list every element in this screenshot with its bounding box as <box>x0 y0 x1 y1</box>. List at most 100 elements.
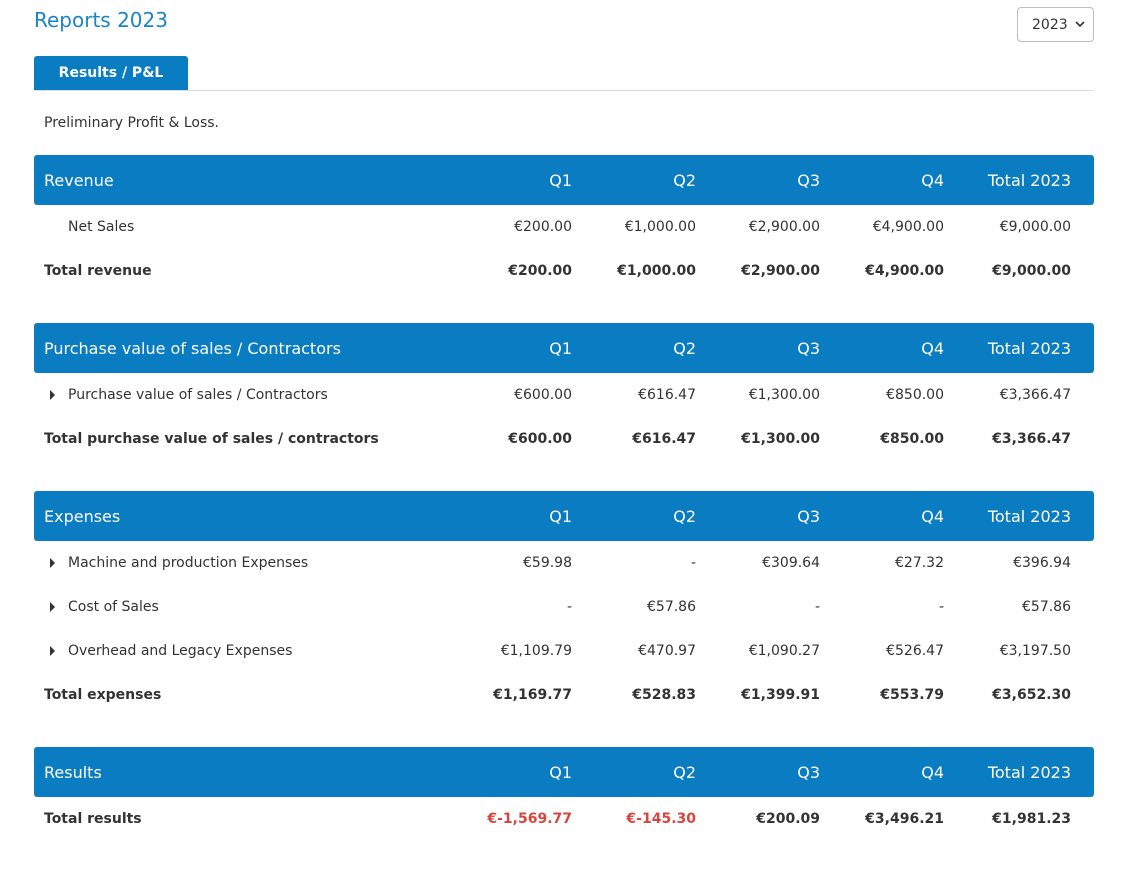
cell-q2: €616.47 <box>632 431 696 447</box>
col-q2: Q2 <box>673 762 696 782</box>
cell-total: €1,981.23 <box>992 811 1071 827</box>
col-q4: Q4 <box>921 170 944 190</box>
total-row: Total purchase value of sales / contract… <box>34 417 1094 461</box>
col-q1: Q1 <box>549 506 572 526</box>
report-subtitle: Preliminary Profit & Loss. <box>44 115 219 131</box>
total-row: Total revenue €200.00 €1,000.00 €2,900.0… <box>34 249 1094 293</box>
col-q2: Q2 <box>673 170 696 190</box>
tab-results-pl[interactable]: Results / P&L <box>34 56 188 90</box>
cell-total: €9,000.00 <box>999 219 1071 235</box>
year-select-value: 2023 <box>1032 16 1068 33</box>
cell-q2: €528.83 <box>632 687 696 703</box>
cell-q3: €1,300.00 <box>741 431 820 447</box>
cell-q4: €3,496.21 <box>865 811 944 827</box>
row-label-cell[interactable]: Cost of Sales <box>34 599 448 615</box>
cell-q3: - <box>814 599 820 615</box>
col-total: Total 2023 <box>987 338 1071 358</box>
cell-q1-negative: €-1,569.77 <box>487 811 572 827</box>
cell-q1: €1,169.77 <box>493 687 572 703</box>
year-select[interactable]: 2023 <box>1017 7 1094 42</box>
col-q3: Q3 <box>797 338 820 358</box>
cell-q2-negative: €-145.30 <box>626 811 696 827</box>
cell-q2: - <box>690 555 696 571</box>
cell-q1: - <box>566 599 572 615</box>
table-row[interactable]: Purchase value of sales / Contractors €6… <box>34 373 1094 417</box>
expenses-section: Expenses Q1 Q2 Q3 Q4 Total 2023 Machine … <box>34 491 1094 717</box>
col-total: Total 2023 <box>987 506 1071 526</box>
cell-total: €3,197.50 <box>999 643 1071 659</box>
col-q4: Q4 <box>921 338 944 358</box>
section-title: Expenses <box>44 506 121 526</box>
row-label: Total purchase value of sales / contract… <box>44 431 379 447</box>
cell-q4: €27.32 <box>895 555 944 571</box>
row-label: Total expenses <box>44 687 162 703</box>
cell-q3: €1,300.00 <box>748 387 820 403</box>
col-total: Total 2023 <box>987 170 1071 190</box>
cell-q2: €57.86 <box>647 599 696 615</box>
table-row[interactable]: Cost of Sales - €57.86 - - €57.86 <box>34 585 1094 629</box>
purchase-section: Purchase value of sales / Contractors Q1… <box>34 323 1094 461</box>
col-q3: Q3 <box>797 170 820 190</box>
caret-right-icon[interactable] <box>50 558 55 568</box>
chevron-down-icon <box>1075 21 1085 28</box>
col-q3: Q3 <box>797 762 820 782</box>
row-label: Total results <box>44 811 142 827</box>
cell-q1: €59.98 <box>523 555 572 571</box>
cell-total: €3,652.30 <box>992 687 1071 703</box>
page-title: Reports 2023 <box>34 8 168 32</box>
caret-right-icon[interactable] <box>50 390 55 400</box>
row-label: Overhead and Legacy Expenses <box>68 643 293 659</box>
tab-bar: Results / P&L <box>34 56 1094 91</box>
cell-q4: €526.47 <box>886 643 944 659</box>
cell-q2: €1,000.00 <box>624 219 696 235</box>
cell-total: €9,000.00 <box>992 263 1071 279</box>
caret-right-icon[interactable] <box>50 602 55 612</box>
cell-q4: €553.79 <box>880 687 944 703</box>
cell-q2: €616.47 <box>638 387 696 403</box>
row-label-cell[interactable]: Machine and production Expenses <box>34 555 448 571</box>
cell-total: €57.86 <box>1022 599 1071 615</box>
row-label: Net Sales <box>68 219 135 235</box>
cell-q1: €600.00 <box>508 431 572 447</box>
row-label-cell[interactable]: Overhead and Legacy Expenses <box>34 643 448 659</box>
cell-q3: €309.64 <box>762 555 820 571</box>
cell-q3: €1,090.27 <box>748 643 820 659</box>
cell-q3: €2,900.00 <box>748 219 820 235</box>
section-title: Purchase value of sales / Contractors <box>44 338 341 358</box>
cell-q3: €1,399.91 <box>741 687 820 703</box>
col-q2: Q2 <box>673 338 696 358</box>
row-label: Purchase value of sales / Contractors <box>68 387 328 403</box>
cell-total: €3,366.47 <box>992 431 1071 447</box>
table-row[interactable]: Overhead and Legacy Expenses €1,109.79 €… <box>34 629 1094 673</box>
col-q4: Q4 <box>921 762 944 782</box>
col-q3: Q3 <box>797 506 820 526</box>
col-q1: Q1 <box>549 170 572 190</box>
cell-q4: €4,900.00 <box>872 219 944 235</box>
table-row[interactable]: Machine and production Expenses €59.98 -… <box>34 541 1094 585</box>
cell-q1: €600.00 <box>514 387 572 403</box>
cell-q4: €850.00 <box>880 431 944 447</box>
col-q1: Q1 <box>549 762 572 782</box>
caret-right-icon[interactable] <box>50 646 55 656</box>
total-row: Total expenses €1,169.77 €528.83 €1,399.… <box>34 673 1094 717</box>
results-section: Results Q1 Q2 Q3 Q4 Total 2023 Total res… <box>34 747 1094 841</box>
cell-q2: €1,000.00 <box>617 263 696 279</box>
section-header: Purchase value of sales / Contractors Q1… <box>34 323 1094 373</box>
cell-q2: €470.97 <box>638 643 696 659</box>
cell-q4: €4,900.00 <box>865 263 944 279</box>
cell-total: €3,366.47 <box>999 387 1071 403</box>
row-label-cell[interactable]: Purchase value of sales / Contractors <box>34 387 448 403</box>
col-q1: Q1 <box>549 338 572 358</box>
row-label: Cost of Sales <box>68 599 159 615</box>
section-header: Revenue Q1 Q2 Q3 Q4 Total 2023 <box>34 155 1094 205</box>
cell-q3: €2,900.00 <box>741 263 820 279</box>
cell-total: €396.94 <box>1013 555 1071 571</box>
section-header: Expenses Q1 Q2 Q3 Q4 Total 2023 <box>34 491 1094 541</box>
cell-q4: €850.00 <box>886 387 944 403</box>
revenue-section: Revenue Q1 Q2 Q3 Q4 Total 2023 Net Sales… <box>34 155 1094 293</box>
cell-q4: - <box>938 599 944 615</box>
total-row: Total results €-1,569.77 €-145.30 €200.0… <box>34 797 1094 841</box>
section-title: Results <box>44 762 102 782</box>
cell-q1: €1,109.79 <box>500 643 572 659</box>
col-q2: Q2 <box>673 506 696 526</box>
